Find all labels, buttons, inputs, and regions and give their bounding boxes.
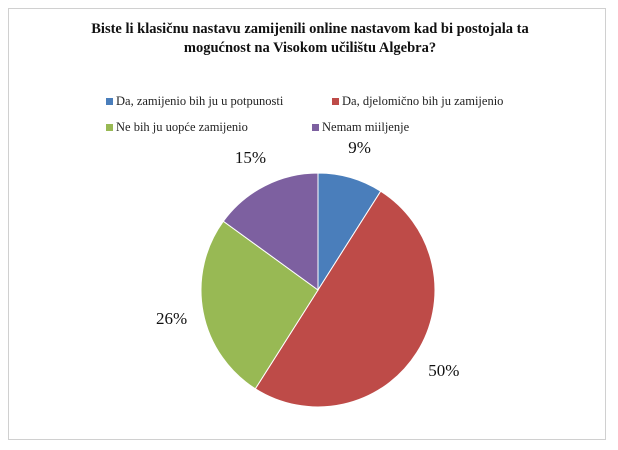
label-50pct: 50%: [428, 361, 459, 380]
label-26pct: 26%: [156, 309, 187, 328]
legend-item-3: Ne bih ju uopće zamijenio: [106, 120, 248, 135]
slice-ne-bih: [200, 220, 319, 390]
legend-swatch-3: [106, 124, 113, 131]
legend-swatch-4: [312, 124, 319, 131]
chart-title: Biste li klasičnu nastavu zamijenili onl…: [91, 21, 529, 56]
slice-nemam-misljenje: [222, 172, 319, 291]
label-9pct: 9%: [348, 138, 371, 157]
legend-swatch-1: [106, 98, 113, 105]
legend-item-2: Da, djelomično bih ju zamijenio: [332, 94, 503, 109]
legend-label-2: Da, djelomično bih ju zamijenio: [342, 94, 504, 108]
legend-item-4: Nemam miiljenje: [312, 120, 409, 135]
legend-swatch-2: [332, 98, 339, 105]
slice-djelomicno: [254, 190, 436, 408]
legend-label-1: Da, zamijenio bih ju u potpunosti: [116, 94, 284, 108]
legend-label-3: Ne bih ju uopće zamijenio: [116, 120, 248, 134]
legend-label-4: Nemam miiljenje: [322, 120, 410, 134]
legend-item-1: Da, zamijenio bih ju u potpunosti: [106, 94, 283, 109]
label-15pct: 15%: [235, 148, 266, 167]
